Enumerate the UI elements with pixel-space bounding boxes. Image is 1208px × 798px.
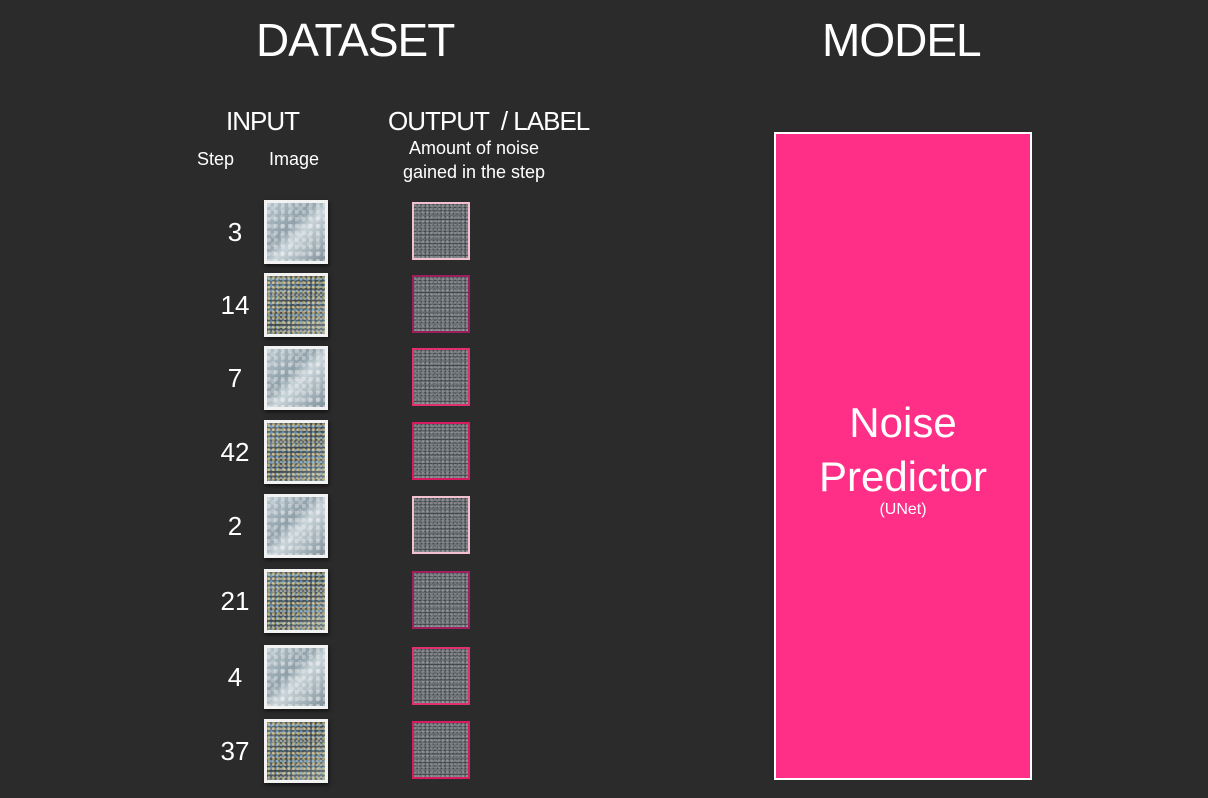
label-description: Amount of noise gained in the step [374, 136, 574, 184]
noisy-image-thumbnail [264, 346, 328, 410]
noise-label-thumbnail [412, 721, 470, 779]
noisy-image-thumbnail [264, 273, 328, 337]
noise-label-thumbnail [412, 348, 470, 406]
step-number: 14 [220, 290, 250, 320]
dataset-row: 21 [0, 569, 560, 633]
dataset-row: 7 [0, 346, 560, 410]
noise-label-thumbnail [412, 422, 470, 480]
dataset-row: 4 [0, 645, 560, 709]
dataset-row: 42 [0, 420, 560, 484]
output-label-header: OUTPUT / LABEL [388, 106, 590, 136]
noise-label-thumbnail [412, 647, 470, 705]
step-number: 4 [227, 662, 243, 692]
dataset-row: 37 [0, 719, 560, 783]
noisy-image-thumbnail [264, 420, 328, 484]
noisy-image-thumbnail [264, 645, 328, 709]
label-description-line-2: gained in the step [402, 162, 546, 182]
step-number: 37 [220, 736, 250, 766]
step-number: 7 [227, 363, 243, 393]
image-header: Image [269, 149, 320, 169]
model-name-line-1: Noise [849, 399, 957, 446]
noise-label-thumbnail [412, 202, 470, 260]
noise-label-thumbnail [412, 571, 470, 629]
noisy-image-thumbnail [264, 200, 328, 264]
noisy-image-thumbnail [264, 569, 328, 633]
dataset-title: DATASET [256, 14, 455, 66]
input-header: INPUT [226, 106, 300, 136]
label-description-line-1: Amount of noise [408, 138, 540, 158]
noise-label-thumbnail [412, 275, 470, 333]
step-number: 21 [220, 586, 250, 616]
step-number: 2 [227, 511, 243, 541]
step-header: Step [197, 149, 235, 169]
model-name: Noise Predictor [776, 396, 1030, 504]
step-number: 3 [227, 217, 243, 247]
dataset-row: 14 [0, 273, 560, 337]
dataset-row: 2 [0, 494, 560, 558]
model-name-line-2: Predictor [818, 453, 988, 500]
noise-predictor-model-box: Noise Predictor (UNet) [774, 132, 1032, 780]
noisy-image-thumbnail [264, 494, 328, 558]
step-number: 42 [220, 437, 250, 467]
dataset-row: 3 [0, 200, 560, 264]
noisy-image-thumbnail [264, 719, 328, 783]
model-architecture: (UNet) [879, 501, 927, 518]
model-title: MODEL [822, 14, 982, 66]
noise-label-thumbnail [412, 496, 470, 554]
